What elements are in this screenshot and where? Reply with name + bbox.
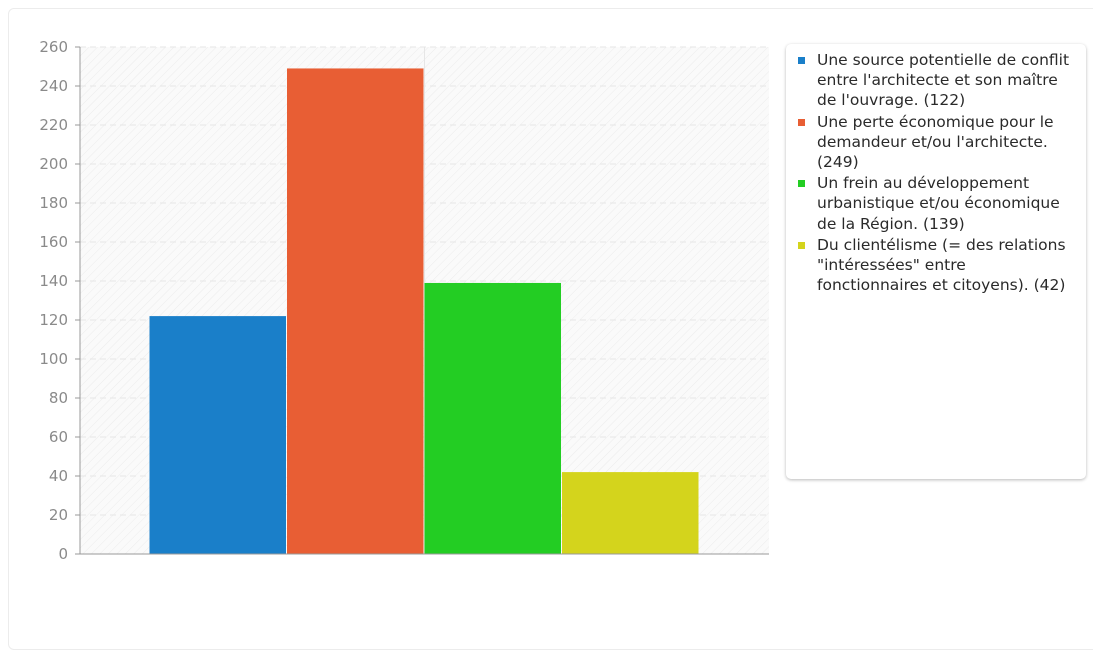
y-tick-label: 0 bbox=[58, 545, 68, 563]
y-tick-label: 80 bbox=[49, 389, 68, 407]
y-tick-label: 220 bbox=[39, 116, 68, 134]
y-tick-label: 180 bbox=[39, 194, 68, 212]
legend-item[interactable]: Une source potentielle de conflit entre … bbox=[798, 50, 1078, 111]
legend-swatch bbox=[798, 180, 805, 188]
legend-swatch bbox=[798, 57, 805, 64]
y-tick-label: 200 bbox=[39, 155, 68, 173]
y-tick-label: 240 bbox=[39, 77, 68, 95]
chart-legend: Une source potentielle de conflit entre … bbox=[786, 44, 1086, 479]
legend-swatch bbox=[798, 241, 805, 249]
bars[interactable] bbox=[149, 68, 699, 554]
y-tick-label: 260 bbox=[39, 38, 68, 56]
bar-3[interactable] bbox=[424, 282, 562, 554]
legend-swatch bbox=[798, 118, 805, 126]
legend-label: Une perte économique pour le demandeur e… bbox=[817, 112, 1054, 172]
bar-chart: 0 20 40 60 80 100 120 140 160 180 200 220 240 260 bbox=[39, 38, 769, 563]
y-tick-label: 60 bbox=[49, 428, 68, 446]
y-tick-label: 120 bbox=[39, 311, 68, 329]
bar-2[interactable] bbox=[287, 68, 424, 554]
y-tick-label: 100 bbox=[39, 350, 68, 368]
bar-1[interactable] bbox=[149, 316, 287, 554]
y-tick-label: 140 bbox=[39, 272, 68, 290]
legend-item[interactable]: Du clientélisme (= des relations "intére… bbox=[798, 235, 1078, 296]
legend-item[interactable]: Une perte économique pour le demandeur e… bbox=[798, 112, 1078, 173]
y-tick-label: 20 bbox=[49, 506, 68, 524]
y-axis-ticks: 0 20 40 60 80 100 120 140 160 180 200 220 240 260 bbox=[39, 38, 80, 563]
bar-4[interactable] bbox=[562, 472, 699, 554]
legend-label: Un frein au développement urbanistique e… bbox=[817, 174, 1060, 233]
y-tick-label: 40 bbox=[49, 467, 68, 485]
legend-label: Une source potentielle de conflit entre … bbox=[817, 51, 1070, 110]
y-tick-label: 160 bbox=[39, 233, 68, 251]
legend-label: Du clientélisme (= des relations "intére… bbox=[817, 235, 1066, 295]
legend-item[interactable]: Un frein au développement urbanistique e… bbox=[798, 173, 1078, 234]
